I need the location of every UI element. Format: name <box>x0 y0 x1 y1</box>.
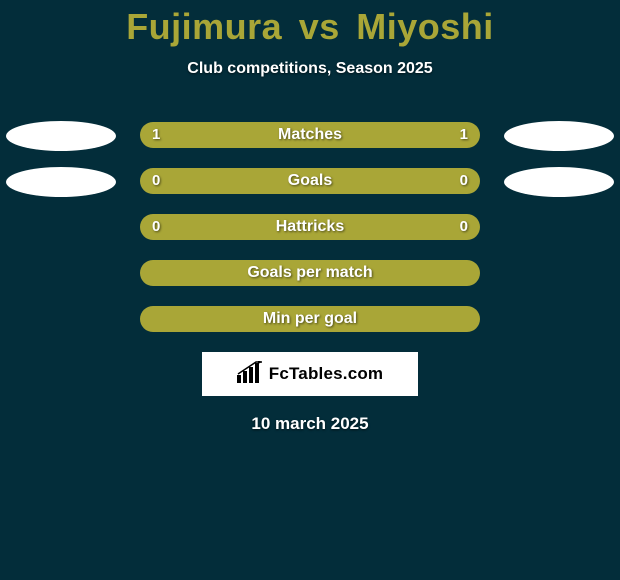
stat-value-left: 1 <box>152 122 160 148</box>
stat-row: Goals per match <box>0 260 620 288</box>
stat-label: Goals per match <box>140 260 480 286</box>
stat-bar: 1 1Matches <box>140 122 480 148</box>
stat-label: Matches <box>140 122 480 148</box>
stat-bar: 0 0Goals <box>140 168 480 194</box>
stat-bar: Min per goal <box>140 306 480 332</box>
stat-value-left: 0 <box>152 168 160 194</box>
stat-row: 1 1Matches <box>0 122 620 150</box>
stat-value-right: 1 <box>460 122 468 148</box>
stat-label: Hattricks <box>140 214 480 240</box>
stat-label: Goals <box>140 168 480 194</box>
stat-row: 0 0Goals <box>0 168 620 196</box>
player1-ellipse <box>6 121 116 151</box>
stat-bar: Goals per match <box>140 260 480 286</box>
player1-name: Fujimura <box>126 6 282 47</box>
brand-text: FcTables.com <box>269 364 384 384</box>
stat-row: 0 0Hattricks <box>0 214 620 242</box>
brand-chart-icon <box>237 361 263 388</box>
player2-ellipse <box>504 167 614 197</box>
stat-value-right: 0 <box>460 168 468 194</box>
player1-ellipse <box>6 167 116 197</box>
player2-ellipse <box>504 121 614 151</box>
stat-label: Min per goal <box>140 306 480 332</box>
stat-row: Min per goal <box>0 306 620 334</box>
stat-value-right: 0 <box>460 214 468 240</box>
stat-rows: 11Matches00Goals00HattricksGoals per mat… <box>0 122 620 334</box>
page-title: Fujimura vs Miyoshi <box>0 0 620 48</box>
subtitle: Club competitions, Season 2025 <box>0 60 620 78</box>
player2-name: Miyoshi <box>356 6 494 47</box>
stat-value-left: 0 <box>152 214 160 240</box>
title-vs: vs <box>299 6 340 47</box>
comparison-infographic: Fujimura vs Miyoshi Club competitions, S… <box>0 0 620 580</box>
stat-bar: 0 0Hattricks <box>140 214 480 240</box>
brand-badge: FcTables.com <box>202 352 418 396</box>
footer-date: 10 march 2025 <box>0 414 620 434</box>
